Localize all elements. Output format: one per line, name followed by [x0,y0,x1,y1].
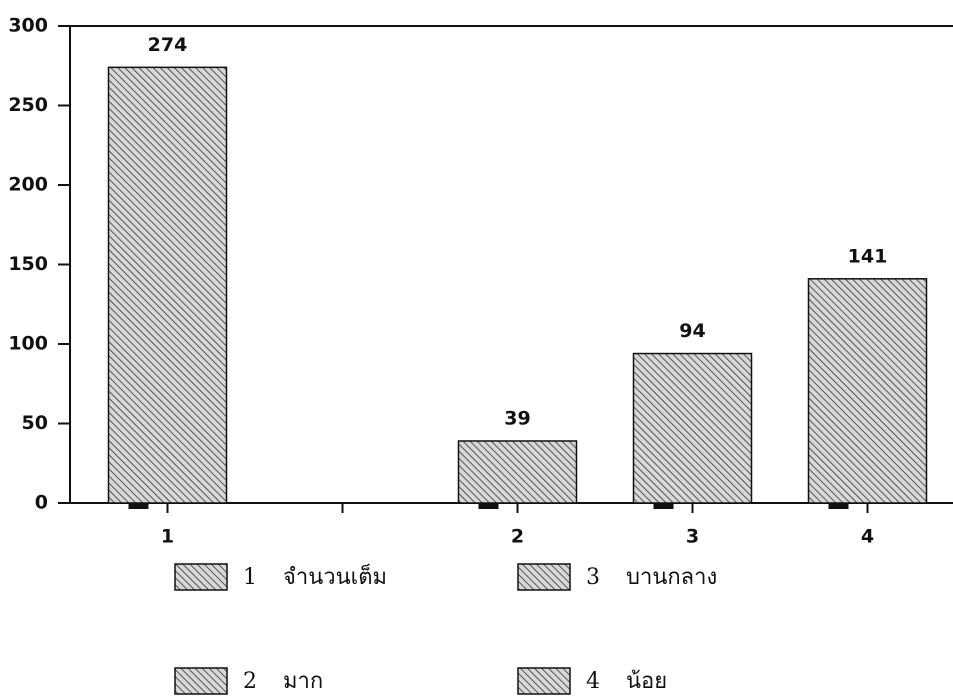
y-tick-label: 300 [8,15,48,37]
x-tick-label: 4 [861,526,874,548]
legend-label: บานกลาง [626,565,717,590]
x-tick-label: 2 [511,526,524,548]
legend-number: 4 [586,669,600,694]
y-tick-label: 250 [8,94,48,116]
x-tick-label: 1 [161,526,174,548]
legend-label: มาก [283,669,323,694]
legend-label: จำนวนเต็ม [283,562,387,590]
legend-swatch [517,563,571,591]
y-tick-label: 150 [8,253,48,275]
legend-swatch [174,563,228,591]
legend-number: 3 [586,565,600,590]
y-tick-label: 200 [8,174,48,196]
legend-label: น้อย [626,669,667,694]
value-label: 141 [848,245,888,267]
legend-number: 1 [243,565,257,590]
legend-swatch [517,667,571,695]
value-label: 39 [504,407,530,429]
value-label: 94 [679,320,705,342]
y-tick-label: 100 [8,333,48,355]
y-tick-label: 0 [35,492,48,514]
legend-number: 2 [243,669,257,694]
y-tick-label: 50 [22,412,48,434]
legend-swatch [174,667,228,695]
bar [807,278,928,504]
bar [457,440,578,504]
x-tick-label: 3 [686,526,699,548]
bar [107,66,228,504]
bar [632,352,753,504]
value-label: 274 [148,34,188,56]
